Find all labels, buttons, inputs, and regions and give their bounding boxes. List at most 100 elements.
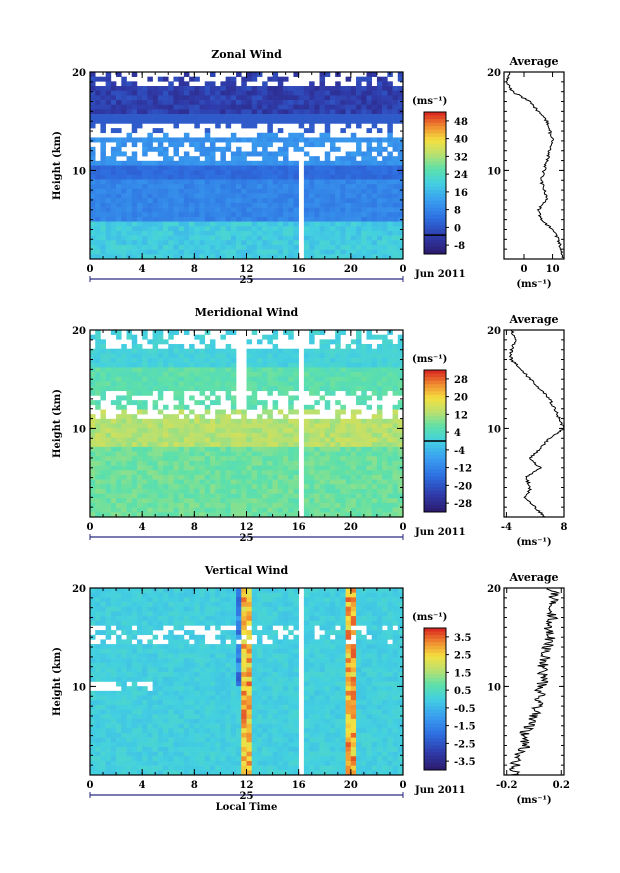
heatmap-cell [199,202,206,208]
heatmap-cell [387,123,393,129]
heatmap-cell [356,165,362,171]
heatmap-cell [387,456,393,462]
heatmap-cell [215,123,221,129]
heatmap-cell [397,244,404,250]
heatmap-cell [236,90,242,96]
heatmap-cell [345,465,352,471]
heatmap-cell [319,488,326,494]
heatmap-cell [157,160,164,166]
heatmap-cell [272,151,279,157]
heatmap-cell [100,240,106,246]
heatmap-cell [142,644,148,650]
heatmap-cell [324,72,331,77]
colorbar-segment [424,490,446,495]
heatmap-cell [303,376,310,382]
heatmap-cell [110,606,117,612]
heatmap-cell [319,442,326,448]
heatmap-cell [283,118,289,124]
heatmap-cell [220,428,226,434]
heatmap-cell [225,460,232,466]
heatmap-cell [293,502,299,508]
heatmap-cell [163,151,169,157]
heatmap-cell [126,714,133,720]
heatmap-cell [329,244,336,250]
heatmap-cell [230,95,237,101]
heatmap-cell [116,639,122,645]
heatmap-cell [147,765,153,771]
heatmap-cell [173,114,179,120]
heatmap-cell [272,493,279,499]
heatmap-cell [116,616,122,622]
heatmap-cell [100,202,106,208]
heatmap-cell [303,207,310,213]
heatmap-cell [340,198,346,204]
heatmap-cell [371,479,378,485]
heatmap-cell [361,184,367,190]
heatmap-cell [136,639,143,645]
heatmap-cell [283,160,289,166]
heatmap-cell [209,142,216,148]
heatmap-cell [215,221,221,227]
heatmap-cell [100,718,106,724]
heatmap-cell [303,165,310,171]
heatmap-cell [272,184,279,190]
heatmap-cell [157,479,164,485]
heatmap-cell [241,123,247,129]
heatmap-cell [189,76,195,82]
heatmap-cell [272,418,279,424]
heatmap-cell [121,616,127,622]
heatmap-cell [267,207,273,213]
heatmap-cell [136,230,143,236]
heatmap-cell [256,488,263,494]
heatmap-cell [105,676,112,682]
heatmap-cell [309,104,315,110]
heatmap-cell [366,86,372,91]
heatmap-cell [251,330,258,335]
heatmap-cell [314,184,320,190]
heatmap-cell [324,423,331,429]
heatmap-cell [309,170,315,176]
heatmap-cell [392,512,399,518]
heatmap-cell [142,235,148,241]
heatmap-cell [110,160,117,166]
heatmap-cell [397,418,404,424]
heatmap-cell [293,240,299,246]
heatmap-cell [142,367,148,373]
heatmap-cell [361,423,367,429]
heatmap-cell [163,451,169,457]
heatmap-cell [236,244,242,250]
heatmap-cell [283,170,289,176]
heatmap-cell [126,376,133,382]
heatmap-cell [283,100,289,106]
heatmap-cell [105,588,112,593]
heatmap-cell [288,216,294,222]
heatmap-cell [131,230,138,236]
heatmap-cell [220,470,226,476]
heatmap-cell [246,353,253,359]
heatmap-cell [241,114,247,120]
heatmap-cell [131,372,138,378]
heatmap-cell [324,502,331,508]
heatmap-cell [173,86,179,91]
heatmap-cell [100,644,106,650]
heatmap-cell [136,625,143,631]
heatmap-cell [126,765,133,771]
heatmap-cell [95,765,101,771]
heatmap-cell [189,484,195,490]
heatmap-cell [116,611,122,617]
heatmap-cell [371,498,378,504]
heatmap-cell [251,254,258,260]
heatmap-cell [371,442,378,448]
heatmap-cell [183,100,190,106]
heatmap-cell [392,507,399,513]
heatmap-cell [142,179,148,185]
heatmap-cell [116,676,122,682]
heatmap-cell [314,376,320,382]
heatmap-cell [189,137,195,143]
heatmap-cell [183,202,190,208]
heatmap-cell [152,742,159,748]
heatmap-cell [131,202,138,208]
heatmap-cell [126,620,133,626]
heatmap-cell [272,353,279,359]
heatmap-cell [126,348,133,354]
